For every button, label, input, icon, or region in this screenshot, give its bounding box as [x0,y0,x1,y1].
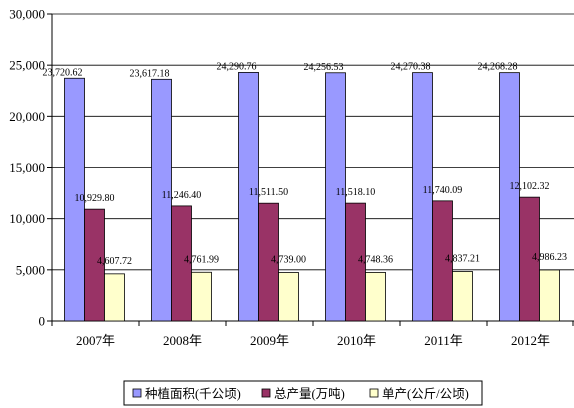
data-label: 4,748.36 [358,254,393,265]
data-label: 10,929.80 [75,193,115,204]
data-label: 23,617.18 [130,68,170,79]
bar-series-0 [499,72,520,322]
data-label: 4,739.00 [271,255,306,266]
data-label: 24,256.53 [304,62,344,73]
bar-series-0 [412,72,433,322]
y-tick-label: 20,000 [9,109,45,124]
legend-swatch-series-0 [132,388,142,398]
legend-swatch-series-2 [369,388,379,398]
bar-series-0 [64,77,85,322]
y-tick-label: 10,000 [9,211,45,226]
bar-series-2 [452,271,473,322]
bar-series-0 [151,78,172,322]
y-tick-label: 25,000 [9,58,45,73]
legend-label: 总产量(万吨) [274,387,345,401]
legend-box [123,380,483,406]
x-tick-label: 2008年 [163,333,202,348]
bar-series-2 [191,271,212,322]
data-label: 4,986.23 [532,252,567,263]
data-label: 11,246.40 [162,190,202,201]
legend-label: 种植面积(千公顷) [145,386,241,401]
bar-series-0 [325,72,346,322]
y-tick-label: 30,000 [9,7,45,22]
bar-series-1 [345,202,366,322]
bar-series-2 [365,272,386,322]
bar-series-1 [171,205,192,322]
data-label: 23,720.62 [43,67,83,78]
bar-series-1 [84,208,105,322]
data-label: 4,607.72 [97,256,132,267]
data-label: 11,740.09 [423,185,463,196]
data-label: 4,761.99 [184,254,219,265]
x-tick-label: 2011年 [424,333,463,348]
y-tick-label: 5,000 [16,262,45,277]
legend-swatch-series-1 [261,388,271,398]
bar-series-2 [104,273,125,322]
bar-series-0 [238,72,259,322]
bar-series-1 [258,202,279,322]
data-label: 12,102.32 [510,181,550,192]
bar-series-1 [519,196,540,322]
y-tick-label: 0 [39,314,46,329]
bar-series-2 [278,272,299,322]
data-label: 11,511.50 [249,187,288,198]
x-tick-label: 2009年 [250,333,289,348]
x-tick-label: 2012年 [511,333,550,348]
bar-series-1 [432,200,453,322]
data-label: 4,837.21 [445,253,480,264]
data-label: 11,518.10 [336,187,376,198]
data-label: 24,270.38 [391,62,431,73]
bar-series-2 [539,269,560,322]
legend-label: 单产(公斤/公顷) [382,387,469,401]
y-tick-label: 15,000 [9,160,45,175]
data-label: 24,268.28 [478,62,518,73]
data-label: 24,290.76 [217,61,257,72]
x-tick-label: 2010年 [337,333,376,348]
x-tick-label: 2007年 [76,333,115,348]
